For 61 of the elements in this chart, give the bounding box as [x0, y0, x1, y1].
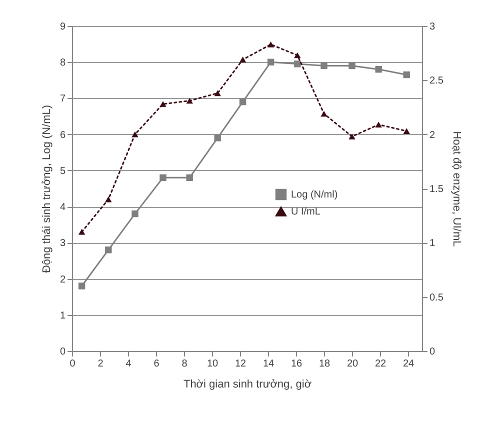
point: [105, 196, 112, 202]
x-tick-label: 10: [206, 358, 218, 370]
x-tick-label: 12: [234, 358, 246, 370]
y2-tick-label: 2.5: [430, 76, 444, 87]
x-tick-label: 24: [402, 358, 414, 370]
legend-label: U I/mL: [291, 206, 321, 218]
x-tick-label: 20: [346, 358, 358, 370]
y-tick-label: 4: [60, 202, 66, 214]
y-tick-label: 6: [60, 130, 66, 141]
point: [132, 210, 138, 218]
y-tick-label: 0: [60, 346, 66, 358]
x-tick-label: 14: [262, 358, 274, 370]
point: [348, 134, 356, 140]
point: [239, 98, 246, 106]
point: [160, 101, 166, 107]
y-axis-title: Động thái sinh trưởng, Log (N/mL): [40, 104, 53, 274]
point: [375, 66, 382, 73]
y2-tick-label: 1.5: [430, 184, 444, 195]
y-tick-label: 2: [60, 274, 66, 286]
x-axis-title: Thời gian sinh trưởng, giờ: [183, 378, 312, 390]
point: [214, 134, 221, 142]
y-tick-label: 7: [60, 94, 66, 105]
y-tick-label: 5: [60, 166, 66, 177]
point: [403, 71, 410, 78]
y-tick-label: 3: [60, 238, 66, 250]
point: [294, 52, 301, 58]
x-tick-label: 8: [182, 358, 188, 370]
legend-label: Log (N/ml): [291, 190, 338, 200]
y2-tick-label: 3: [430, 22, 436, 32]
point: [105, 246, 112, 254]
y2-tick-label: 0.5: [430, 292, 444, 304]
x-tick-label: 22: [374, 358, 386, 370]
x-tick-label: 2: [98, 358, 104, 370]
x-tick-label: 4: [126, 358, 132, 370]
x-tick-label: 6: [154, 358, 160, 370]
point: [267, 58, 274, 66]
point: [294, 60, 301, 68]
y2-axis-title: Hoạt độ enzyme, UI/mL: [450, 131, 462, 247]
x-tick-label: 0: [70, 358, 76, 370]
y-tick-label: 9: [60, 22, 66, 32]
y2-tick-label: 1: [430, 238, 436, 250]
point: [239, 56, 246, 62]
point: [186, 98, 193, 104]
point: [186, 174, 193, 182]
point: [160, 174, 166, 182]
point: [132, 131, 138, 138]
point: [375, 122, 382, 128]
point: [320, 62, 328, 70]
point: [320, 110, 328, 117]
y-tick-label: 1: [60, 310, 66, 322]
point: [214, 90, 221, 96]
x-tick-label: 16: [290, 358, 302, 370]
y2-tick-label: 2: [430, 130, 436, 141]
point: [403, 128, 410, 134]
y2-tick-label: 0: [430, 346, 436, 358]
point: [78, 228, 86, 235]
point: [267, 42, 274, 48]
y-tick-label: 8: [60, 58, 66, 69]
x-tick-label: 18: [318, 358, 330, 370]
point: [348, 62, 356, 70]
point: [78, 282, 86, 290]
